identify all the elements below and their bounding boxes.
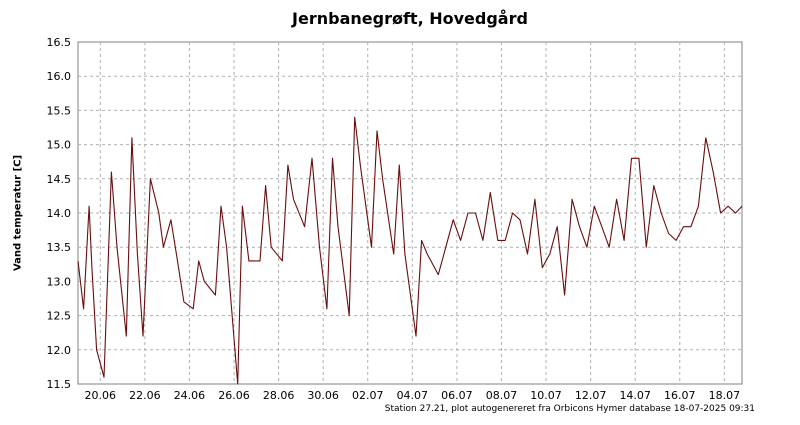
y-tick-label: 13.0 [47, 275, 72, 288]
x-tick-label: 12.07 [575, 389, 607, 402]
y-tick-label: 14.5 [47, 173, 72, 186]
y-tick-label: 15.0 [47, 139, 72, 152]
x-tick-label: 02.07 [352, 389, 384, 402]
x-tick-label: 28.06 [263, 389, 295, 402]
grid-lines [78, 42, 742, 384]
x-tick-label: 16.07 [664, 389, 696, 402]
x-tick-label: 14.07 [619, 389, 651, 402]
x-tick-label: 06.07 [441, 389, 473, 402]
x-tick-label: 22.06 [129, 389, 161, 402]
x-tick-label: 26.06 [218, 389, 250, 402]
y-tick-label: 12.0 [47, 344, 72, 357]
y-tick-label: 14.0 [47, 207, 72, 220]
x-tick-label: 18.07 [709, 389, 741, 402]
y-tick-label: 12.5 [47, 310, 72, 323]
y-tick-label: 16.5 [47, 36, 72, 49]
x-tick-label: 20.06 [85, 389, 117, 402]
x-tick-label: 04.07 [397, 389, 429, 402]
y-tick-label: 15.5 [47, 104, 72, 117]
x-tick-label: 24.06 [174, 389, 206, 402]
temperature-line [77, 116, 743, 385]
y-tick-label: 11.5 [47, 378, 72, 391]
footer-note: Station 27.21, plot autogenereret fra Or… [384, 404, 755, 414]
x-tick-label: 08.07 [486, 389, 518, 402]
y-tick-label: 16.0 [47, 70, 72, 83]
y-tick-label: 13.5 [47, 241, 72, 254]
x-tick-label: 10.07 [530, 389, 562, 402]
axis-tick-labels: 11.5 12.0 12.5 13.0 13.5 14.0 14.5 15.0 15.5 16.0… [47, 36, 741, 402]
x-tick-label: 30.06 [307, 389, 339, 402]
chart-title: Jernbanegrøft, Hovedgård [292, 9, 528, 28]
